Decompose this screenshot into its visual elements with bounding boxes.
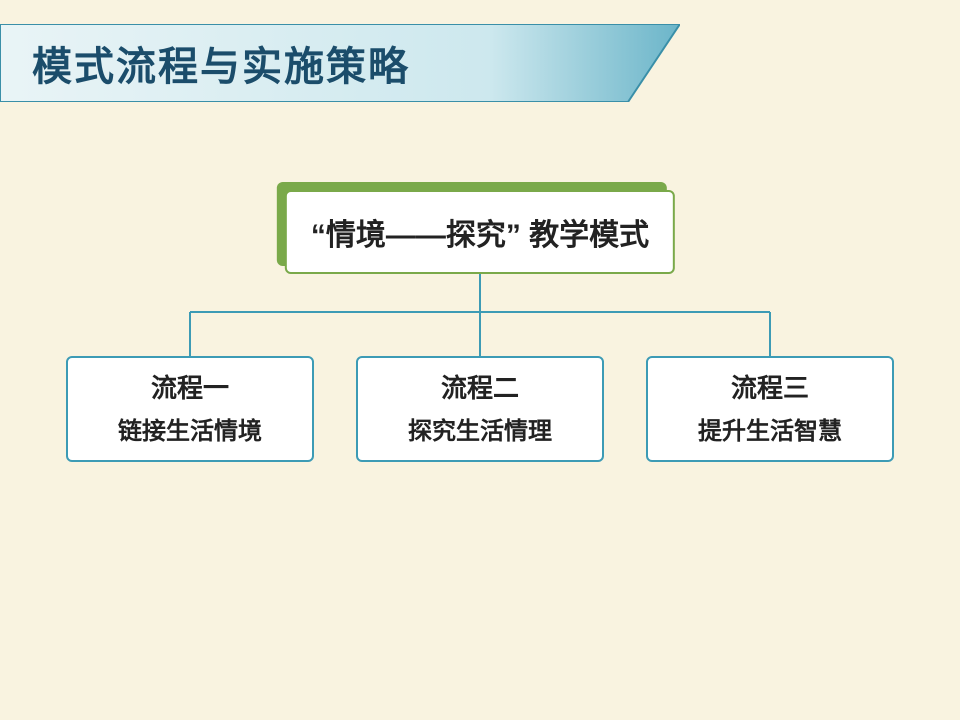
- child-title: 流程三: [656, 368, 884, 405]
- root-node: “情境——探究” 教学模式: [285, 190, 675, 274]
- child-subtitle: 探究生活情理: [366, 411, 594, 446]
- title-banner: 模式流程与实施策略: [0, 24, 680, 102]
- org-diagram: “情境——探究” 教学模式 流程一 链接生活情境 流程二 探究生活情理 流程三 …: [0, 190, 960, 490]
- child-node-1: 流程一 链接生活情境: [66, 356, 314, 462]
- child-node-3: 流程三 提升生活智慧: [646, 356, 894, 462]
- slide-title: 模式流程与实施策略: [32, 34, 410, 92]
- child-row: 流程一 链接生活情境 流程二 探究生活情理 流程三 提升生活智慧: [0, 356, 960, 462]
- child-title: 流程一: [76, 368, 304, 405]
- child-subtitle: 提升生活智慧: [656, 411, 884, 446]
- child-node-2: 流程二 探究生活情理: [356, 356, 604, 462]
- child-subtitle: 链接生活情境: [76, 411, 304, 446]
- root-box: “情境——探究” 教学模式: [285, 190, 675, 274]
- child-title: 流程二: [366, 368, 594, 405]
